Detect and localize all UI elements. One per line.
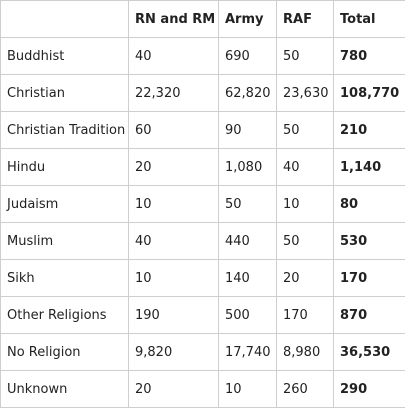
cell-rn-rm: 20 <box>129 371 219 408</box>
table-row: Hindu 20 1,080 40 1,140 <box>1 149 405 186</box>
table-row: Other Religions 190 500 170 870 <box>1 297 405 334</box>
row-label: Judaism <box>1 186 129 223</box>
header-rn-rm: RN and RM <box>129 1 219 38</box>
table-row: Unknown 20 10 260 290 <box>1 371 405 408</box>
row-label: Unknown <box>1 371 129 408</box>
header-army: Army <box>219 1 277 38</box>
cell-rn-rm: 40 <box>129 223 219 260</box>
cell-total: 36,530 <box>334 334 405 371</box>
cell-army: 62,820 <box>219 75 277 112</box>
header-total: Total <box>334 1 405 38</box>
cell-total: 170 <box>334 260 405 297</box>
table-row: Judaism 10 50 10 80 <box>1 186 405 223</box>
cell-army: 500 <box>219 297 277 334</box>
cell-army: 440 <box>219 223 277 260</box>
header-row: RN and RM Army RAF Total <box>1 1 405 38</box>
cell-total: 290 <box>334 371 405 408</box>
cell-total: 210 <box>334 112 405 149</box>
cell-army: 17,740 <box>219 334 277 371</box>
cell-raf: 260 <box>277 371 334 408</box>
cell-rn-rm: 10 <box>129 260 219 297</box>
cell-raf: 50 <box>277 112 334 149</box>
cell-total: 780 <box>334 38 405 75</box>
row-label: Muslim <box>1 223 129 260</box>
cell-army: 140 <box>219 260 277 297</box>
row-label: Buddhist <box>1 38 129 75</box>
cell-total: 530 <box>334 223 405 260</box>
row-label: Hindu <box>1 149 129 186</box>
cell-total: 108,770 <box>334 75 405 112</box>
cell-army: 50 <box>219 186 277 223</box>
cell-total: 870 <box>334 297 405 334</box>
cell-army: 690 <box>219 38 277 75</box>
row-label: No Religion <box>1 334 129 371</box>
cell-rn-rm: 190 <box>129 297 219 334</box>
row-label: Sikh <box>1 260 129 297</box>
cell-raf: 10 <box>277 186 334 223</box>
header-blank <box>1 1 129 38</box>
cell-total: 1,140 <box>334 149 405 186</box>
cell-rn-rm: 60 <box>129 112 219 149</box>
cell-rn-rm: 20 <box>129 149 219 186</box>
cell-army: 10 <box>219 371 277 408</box>
cell-raf: 50 <box>277 38 334 75</box>
cell-rn-rm: 9,820 <box>129 334 219 371</box>
cell-raf: 23,630 <box>277 75 334 112</box>
cell-rn-rm: 22,320 <box>129 75 219 112</box>
cell-army: 1,080 <box>219 149 277 186</box>
table-row: Sikh 10 140 20 170 <box>1 260 405 297</box>
cell-rn-rm: 10 <box>129 186 219 223</box>
table-row: Buddhist 40 690 50 780 <box>1 38 405 75</box>
cell-raf: 50 <box>277 223 334 260</box>
cell-raf: 20 <box>277 260 334 297</box>
cell-raf: 170 <box>277 297 334 334</box>
cell-raf: 40 <box>277 149 334 186</box>
table-row: Christian Tradition 60 90 50 210 <box>1 112 405 149</box>
table-row: Christian 22,320 62,820 23,630 108,770 <box>1 75 405 112</box>
row-label: Christian Tradition <box>1 112 129 149</box>
table-row: No Religion 9,820 17,740 8,980 36,530 <box>1 334 405 371</box>
cell-rn-rm: 40 <box>129 38 219 75</box>
cell-army: 90 <box>219 112 277 149</box>
table-row: Muslim 40 440 50 530 <box>1 223 405 260</box>
row-label: Other Religions <box>1 297 129 334</box>
header-raf: RAF <box>277 1 334 38</box>
cell-total: 80 <box>334 186 405 223</box>
cell-raf: 8,980 <box>277 334 334 371</box>
row-label: Christian <box>1 75 129 112</box>
